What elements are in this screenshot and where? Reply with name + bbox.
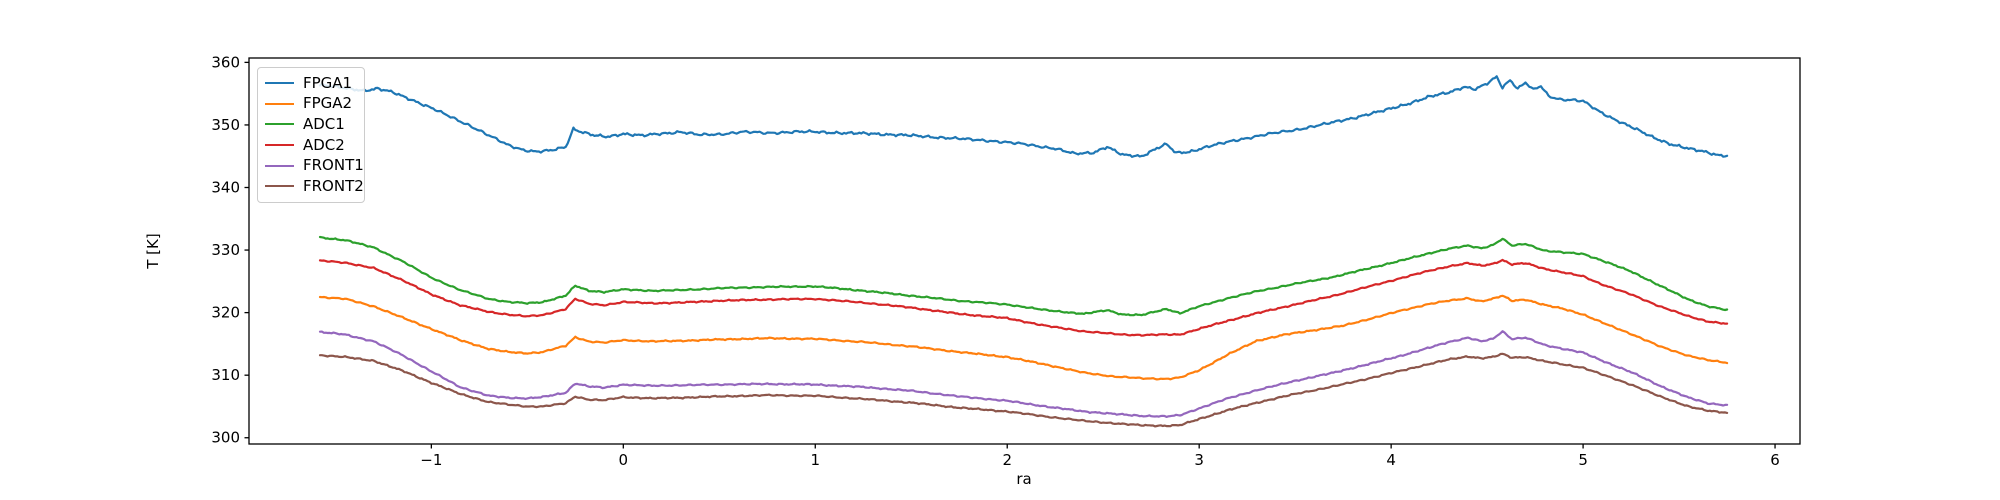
plot-series (318, 75, 1729, 428)
y-tick-label: 330 (211, 241, 240, 259)
legend-line-sample-FPGA1 (265, 82, 294, 85)
x-axis-label: ra (1016, 470, 1031, 488)
series-line-FPGA2 (318, 294, 1729, 381)
x-tick-label: 4 (1386, 451, 1396, 469)
legend-label: FPGA1 (303, 73, 353, 92)
y-axis-label: T [K] (144, 233, 162, 269)
x-tick-label: 3 (1194, 451, 1204, 469)
legend-line-sample-ADC2 (265, 144, 294, 147)
legend-label: ADC2 (303, 135, 345, 154)
legend-label: ADC1 (303, 114, 345, 133)
y-tick-label: 350 (211, 116, 240, 134)
legend-item-FRONT1: FRONT1 (265, 155, 364, 176)
legend-item-FRONT2: FRONT2 (265, 176, 364, 197)
series-line-ADC1 (318, 235, 1729, 317)
plot-frame (248, 57, 1801, 445)
legend-label: FPGA2 (303, 94, 353, 113)
legend-line-sample-ADC1 (265, 123, 294, 126)
y-tick-label: 320 (211, 304, 240, 322)
y-tick-label: 300 (211, 429, 240, 447)
x-tick-label: 1 (810, 451, 820, 469)
y-tick-label: 310 (211, 366, 240, 384)
x-tick-label: 5 (1578, 451, 1588, 469)
legend: FPGA1 FPGA2 ADC1 ADC2 FRONT1 FRONT2 (257, 67, 365, 203)
legend-item-ADC2: ADC2 (265, 135, 356, 156)
x-tick-label: 6 (1770, 451, 1780, 469)
legend-line-sample-FRONT2 (265, 185, 294, 188)
legend-line-sample-FPGA2 (265, 102, 294, 105)
series-line-ADC2 (318, 258, 1729, 337)
legend-item-ADC1: ADC1 (265, 114, 356, 135)
series-line-FPGA1 (318, 75, 1729, 158)
series-line-FRONT1 (318, 330, 1729, 418)
x-tick-label: 0 (619, 451, 629, 469)
legend-item-FPGA1: FPGA1 (265, 73, 356, 94)
y-tick-label: 360 (211, 53, 240, 71)
legend-line-sample-FRONT1 (265, 164, 294, 167)
legend-item-FPGA2: FPGA2 (265, 94, 356, 115)
axes-spines (248, 57, 1801, 445)
x-tick-label: −1 (420, 451, 442, 469)
series-line-FRONT2 (318, 352, 1729, 428)
y-tick-label: 340 (211, 179, 240, 197)
x-tick-label: 2 (1002, 451, 1012, 469)
legend-label: FRONT2 (303, 176, 364, 195)
legend-label: FRONT1 (303, 156, 364, 175)
plot-ticks: −1 0 1 2 3 4 5 6 300 310 320 330 340 350 360 (211, 53, 1779, 469)
